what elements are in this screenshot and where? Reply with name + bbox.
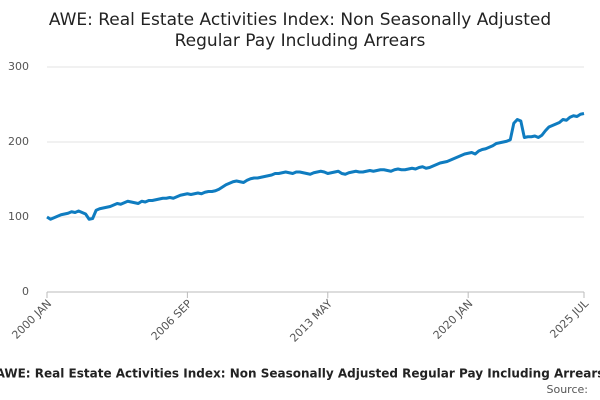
y-tick-label: 300 [8, 60, 29, 73]
x-tick-label: 2013 MAY [287, 297, 335, 345]
x-tick-label: 2020 JAN [431, 297, 476, 342]
chart-title: AWE: Real Estate Activities Index: Non S… [49, 10, 551, 30]
y-tick-label: 0 [22, 285, 29, 298]
caption: AWE: Real Estate Activities Index: Non S… [0, 367, 600, 381]
x-tick-label: 2006 SEP [149, 297, 195, 343]
data-line [46, 112, 585, 221]
x-tick-label: 2000 JAN [9, 297, 54, 342]
chart-title-continued: Regular Pay Including Arrears [175, 31, 426, 51]
y-tick-label: 100 [8, 210, 29, 223]
x-tick-label: 2025 JUL [547, 296, 591, 340]
source: Source: [547, 383, 589, 396]
y-tick-label: 200 [8, 135, 29, 148]
